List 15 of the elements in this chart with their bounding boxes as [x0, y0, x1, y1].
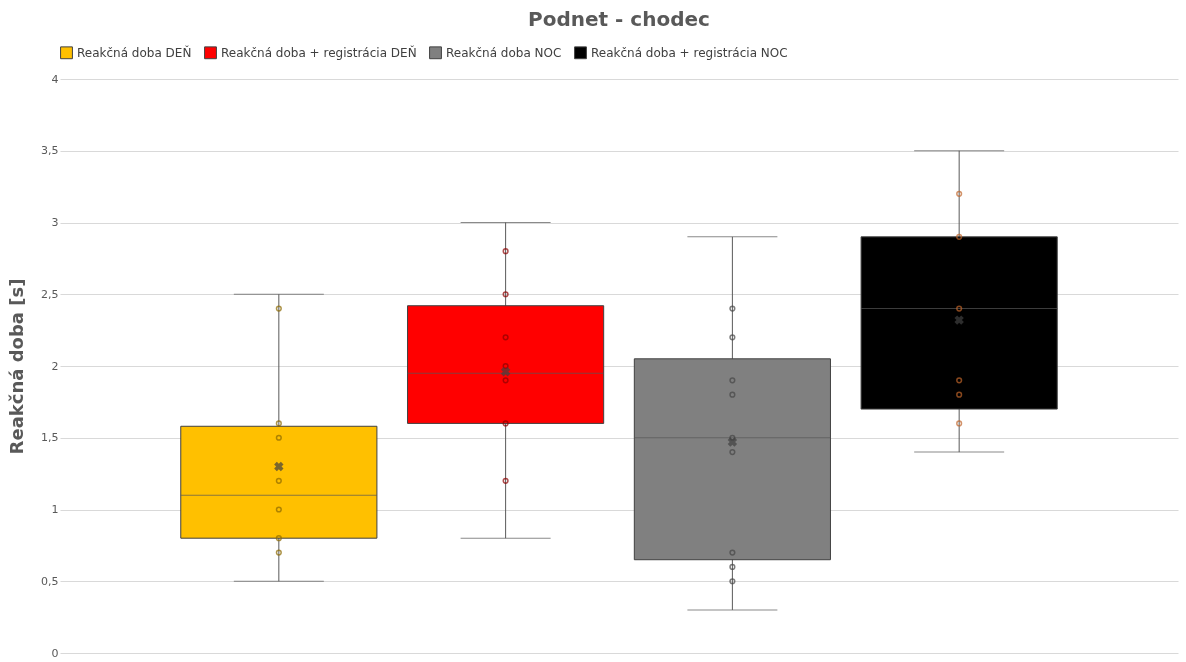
- y-tick-label: 2: [51, 359, 59, 373]
- legend-label: Reakčná doba NOC: [446, 45, 562, 60]
- y-tick-label: 2,5: [41, 287, 59, 301]
- legend-label: Reakčná doba + registrácia DEŇ: [221, 44, 417, 60]
- y-tick-label: 3: [51, 216, 59, 229]
- legend-label: Reakčná doba DEŇ: [77, 44, 192, 60]
- y-tick-label: 0: [51, 646, 59, 660]
- y-tick-label: 1,5: [41, 431, 59, 445]
- y-tick-label: 1: [51, 503, 59, 516]
- y-tick-label: 0,5: [41, 574, 59, 588]
- chart-title: Podnet - chodec: [528, 7, 710, 31]
- y-tick-label: 3,5: [41, 144, 59, 158]
- legend-label: Reakčná doba + registrácia NOC: [591, 45, 788, 60]
- y-tick-label: 4: [51, 72, 59, 86]
- y-axis-title: Reakčná doba [s]: [6, 278, 28, 455]
